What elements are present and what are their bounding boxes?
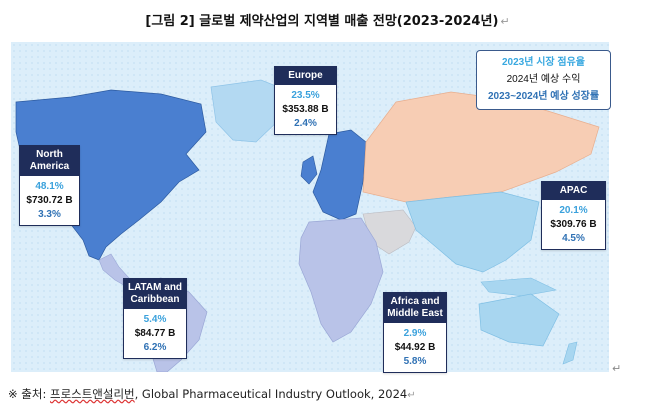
latam-growth: 6.2%: [143, 342, 167, 353]
latam-card: LATAM and Caribbean 5.4% $84.77 B 6.2%: [123, 278, 187, 359]
source-footnote: ※ 출처: 프로스트앤설리번, Global Pharmaceutical In…: [8, 386, 416, 402]
title-text: [그림 2] 글로벌 제약산업의 지역별 매출 전망(2023-2024년): [145, 14, 499, 29]
legend-box: 2023년 시장 점유율 2024년 예상 수익 2023~2024년 예상 성…: [476, 50, 611, 110]
footnote-prefix: ※ 출처:: [8, 387, 50, 401]
new-zealand-shape: [562, 341, 578, 365]
mea-revenue: $44.92 B: [394, 342, 436, 353]
north-america-name: North America: [20, 146, 79, 176]
europe-growth: 2.4%: [294, 118, 317, 129]
europe-shape: [312, 129, 367, 221]
australia-shape: [478, 293, 560, 347]
latam-share: 5.4%: [143, 314, 167, 325]
apac-growth: 4.5%: [562, 233, 585, 244]
mea-share: 2.9%: [403, 328, 427, 339]
europe-share: 23.5%: [291, 90, 320, 101]
apac-card: APAC 20.1% $309.76 B 4.5%: [541, 181, 606, 250]
africa-shape: [298, 217, 384, 343]
mea-growth: 5.8%: [403, 356, 427, 367]
north-america-card: North America 48.1% $730.72 B 3.3%: [19, 145, 80, 226]
latam-name: LATAM and Caribbean: [124, 279, 186, 309]
apac-name: APAC: [542, 182, 605, 200]
apac-revenue: $309.76 B: [550, 219, 597, 230]
mea-card: Africa and Middle East 2.9% $44.92 B 5.8…: [383, 292, 447, 373]
legend-share-label: 2023년 시장 점유율: [501, 57, 585, 68]
apac-shape: [405, 191, 540, 273]
paragraph-mark-icon: ↵: [500, 15, 510, 28]
uk-shape: [300, 155, 318, 185]
indonesia-shape: [480, 277, 557, 297]
apac-share: 20.1%: [559, 205, 588, 216]
europe-card: Europe 23.5% $353.88 B 2.4%: [274, 66, 337, 135]
north-america-growth: 3.3%: [38, 209, 61, 220]
greenland-shape: [210, 79, 287, 143]
europe-revenue: $353.88 B: [282, 104, 329, 115]
line-end-mark-icon: ↵: [612, 362, 622, 375]
footnote-rest: , Global Pharmaceutical Industry Outlook…: [134, 387, 408, 401]
europe-name: Europe: [275, 67, 336, 85]
north-america-share: 48.1%: [35, 181, 64, 192]
legend-revenue-label: 2024년 예상 수익: [506, 74, 581, 85]
footnote-source: 프로스트앤설리번: [49, 387, 135, 401]
page-title: [그림 2] 글로벌 제약산업의 지역별 매출 전망(2023-2024년) ↵: [0, 10, 655, 29]
north-america-revenue: $730.72 B: [26, 195, 73, 206]
latam-revenue: $84.77 B: [134, 328, 176, 339]
paragraph-mark-icon: ↵: [407, 390, 416, 401]
legend-growth-label: 2023~2024년 예상 성장률: [487, 91, 600, 102]
mea-name: Africa and Middle East: [384, 293, 446, 323]
